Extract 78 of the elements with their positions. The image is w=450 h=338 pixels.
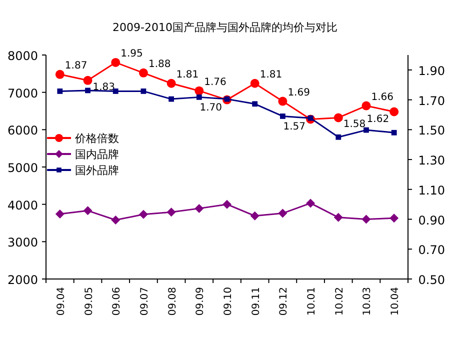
y-tick-label: 6000 — [7, 124, 38, 138]
point — [166, 208, 176, 217]
x-tick-label: 09.12 — [278, 287, 290, 316]
point — [55, 70, 64, 79]
y2-tick-label: 0.50 — [418, 273, 445, 287]
point — [111, 58, 120, 67]
x-tick-label: 09.06 — [112, 287, 123, 316]
point — [250, 211, 260, 220]
point — [390, 214, 399, 223]
point — [168, 96, 174, 102]
point — [390, 107, 399, 116]
point — [336, 134, 342, 140]
point — [250, 78, 260, 88]
data-label: 1.69 — [288, 87, 310, 98]
legend-label: 国内品牌 — [75, 148, 119, 161]
data-label: 1.66 — [371, 92, 394, 103]
point — [278, 208, 288, 218]
y2-tick-label: 1.50 — [418, 124, 445, 138]
data-label: 1.57 — [283, 122, 306, 133]
y2-tick-label: 0.70 — [418, 243, 445, 258]
data-label: 1.81 — [176, 69, 199, 80]
data-label: 1.88 — [148, 58, 171, 70]
data-label: 1.81 — [260, 69, 282, 80]
x-tick-label: 10.02 — [334, 287, 346, 316]
point — [252, 101, 258, 107]
y-tick-label: 5000 — [7, 161, 38, 175]
y2-tick-label: 0.90 — [418, 213, 445, 228]
point — [83, 206, 92, 216]
point — [138, 210, 148, 219]
y-tick-label: 3000 — [7, 236, 38, 250]
y-tick-label: 8000 — [7, 49, 38, 63]
point — [278, 96, 288, 106]
point — [334, 212, 343, 222]
x-tick-label: 10.03 — [362, 287, 374, 316]
x-tick-label: 09.07 — [139, 287, 150, 316]
point — [85, 88, 90, 94]
point — [362, 214, 371, 224]
data-label: 1.95 — [120, 48, 143, 60]
x-tick-label: 09.11 — [250, 287, 262, 316]
x-tick-label: 09.08 — [167, 287, 178, 316]
point — [222, 200, 232, 209]
point — [111, 216, 120, 225]
point — [140, 88, 146, 94]
point — [55, 210, 64, 219]
point — [364, 127, 369, 133]
x-tick-label: 09.10 — [223, 287, 234, 316]
point — [194, 86, 204, 96]
point — [57, 88, 63, 94]
x-tick-label: 10.04 — [390, 287, 402, 316]
y2-tick-label: 1.70 — [418, 94, 445, 108]
x-tick-label: 09.05 — [84, 287, 95, 316]
data-label: 1.70 — [200, 102, 222, 114]
x-tick-label: 09.09 — [195, 287, 206, 316]
data-label: 1.87 — [64, 60, 88, 72]
point — [83, 76, 92, 85]
point — [138, 68, 148, 78]
x-tick-label: 10.01 — [306, 287, 318, 316]
point — [194, 204, 204, 213]
point — [166, 78, 176, 88]
point — [334, 113, 343, 122]
y-tick-label: 7000 — [7, 86, 38, 100]
point — [306, 198, 316, 208]
point — [391, 130, 397, 136]
legend-label: 国外品牌 — [75, 164, 119, 177]
legend-label: 价格倍数 — [74, 132, 119, 145]
y2-tick-label: 1.10 — [418, 183, 445, 198]
data-label: 1.58 — [343, 119, 366, 130]
y-tick-label: 4000 — [7, 198, 38, 212]
chart-title: 2009-2010国产品牌与国外品牌的均价与对比 — [112, 21, 338, 34]
data-label: 1.62 — [366, 114, 390, 126]
point — [280, 114, 286, 119]
data-label: 1.76 — [204, 76, 226, 88]
y-tick-label: 2000 — [7, 273, 38, 287]
x-tick-label: 09.04 — [56, 287, 67, 316]
point — [196, 94, 202, 100]
y2-tick-label: 1.90 — [418, 64, 445, 78]
point — [362, 101, 371, 110]
y2-tick-label: 1.30 — [418, 154, 445, 168]
